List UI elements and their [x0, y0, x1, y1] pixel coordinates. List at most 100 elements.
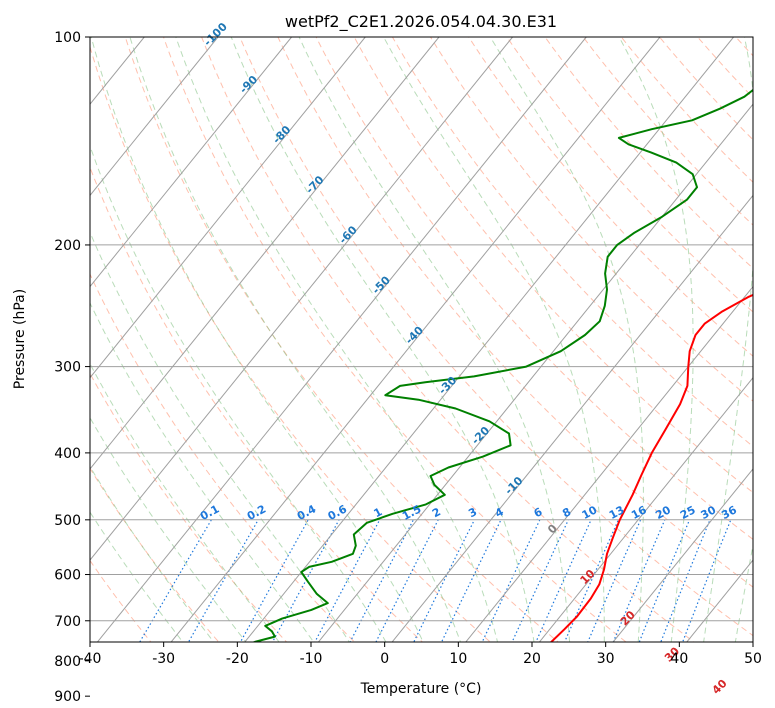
mixing-ratio-line — [375, 519, 439, 642]
line-labels: 0.1 0.2 0.4 0.6 1 1.5 2 3 4 6 8 10 13 16 20 25 30 36-100-… — [198, 20, 739, 697]
isotherm-line — [317, 103, 753, 642]
dewpoint-line — [251, 88, 753, 642]
isotherm-line — [96, 37, 587, 642]
isotherm-line — [679, 37, 775, 708]
y-tick-label: 600 — [54, 568, 81, 584]
isotherm-line — [90, 37, 366, 379]
y-tick-label: 300 — [54, 360, 81, 376]
isotherm-label: -60 — [337, 223, 360, 246]
isotherm-line — [90, 37, 219, 197]
moist-adiabat — [734, 542, 753, 642]
mixing-ratio-line — [481, 519, 541, 642]
x-tick-label: -40 — [79, 651, 102, 667]
isotherm-line — [753, 37, 775, 708]
moist-adiabat — [90, 301, 315, 642]
y-tick-label: 500 — [54, 513, 81, 529]
mixing-ratio-label: 10 — [580, 503, 600, 522]
isotherm-line — [244, 37, 734, 642]
moist-adiabat-label: 0 — [545, 522, 560, 537]
mixing-ratio-label: 6 — [532, 505, 545, 520]
dry-adiabat — [90, 559, 152, 642]
dry-adiabat — [315, 37, 753, 540]
mixing-ratio-line — [349, 519, 414, 642]
chart-title: wetPf2_C2E1.2026.054.04.30.E31 — [285, 12, 557, 32]
dry-adiabat — [239, 37, 753, 637]
mixing-ratio-line — [314, 519, 381, 642]
isotherm-label: -50 — [370, 273, 393, 296]
moist-adiabat-label: 10 — [578, 567, 598, 587]
mixing-ratio-line — [638, 519, 691, 642]
mixing-ratio-line — [535, 519, 592, 642]
x-tick-label: -20 — [226, 651, 249, 667]
moist-adiabat — [90, 37, 424, 642]
dry-adiabat — [90, 166, 424, 642]
dry-adiabat — [544, 37, 753, 269]
temperature-line — [549, 293, 753, 642]
y-tick-label: 100 — [54, 30, 81, 46]
y-axis-title: Pressure (hPa) — [12, 289, 28, 389]
x-axis: -40 -30 -20 -10 0 10 20 30 40 50 — [79, 642, 762, 667]
profile-lines — [251, 88, 753, 642]
mixing-ratio-line — [612, 519, 666, 642]
isotherm-line — [612, 468, 753, 642]
moist-adiabat — [90, 465, 215, 642]
dry-adiabat — [124, 37, 559, 642]
dry-adiabat — [430, 37, 753, 402]
mixing-ratio-line — [511, 519, 569, 642]
y-axis: 1002003004005006007008009001000 — [54, 30, 90, 705]
isotherm-line — [391, 194, 753, 642]
isotherm-line — [90, 37, 440, 470]
mixing-ratio-line — [440, 519, 502, 642]
mixing-ratio-label: 30 — [699, 503, 719, 522]
x-tick-label: -30 — [152, 651, 175, 667]
dry-adiabat — [582, 37, 753, 226]
moist-adiabat-label: 20 — [618, 608, 638, 628]
isotherm-line — [465, 285, 753, 642]
isotherm-label: -80 — [270, 123, 293, 146]
isotherm-label: -10 — [502, 474, 525, 497]
y-tick-label: 400 — [54, 446, 81, 462]
isotherm-label: -40 — [403, 323, 426, 346]
x-tick-label: -10 — [300, 651, 323, 667]
y-tick-label: 800 — [54, 654, 81, 670]
moist-adiabat — [383, 37, 605, 642]
isotherm-line — [686, 559, 753, 642]
grid-lines — [90, 37, 775, 708]
dry-adiabat — [163, 37, 627, 642]
dry-adiabat — [90, 467, 220, 642]
mixing-ratio-label: 25 — [678, 503, 698, 522]
dry-adiabat — [277, 37, 753, 588]
isotherm-label: -70 — [303, 173, 326, 196]
x-tick-label: 40 — [670, 651, 688, 667]
mixing-ratio-label: 3 — [466, 505, 479, 520]
x-tick-label: 10 — [449, 651, 467, 667]
isotherm-label: -20 — [469, 424, 492, 447]
moist-adiabat — [90, 144, 387, 642]
moist-adiabat — [90, 511, 184, 642]
moist-adiabat-label: 40 — [710, 677, 730, 697]
background-lines — [90, 37, 753, 642]
isotherm-label: -30 — [436, 374, 459, 397]
y-tick-label: 900 — [54, 689, 81, 705]
mixing-ratio-line — [413, 519, 475, 642]
mixing-ratio-line — [139, 519, 212, 642]
dry-adiabat — [506, 37, 753, 313]
mixing-ratio-line — [187, 519, 259, 642]
x-tick-label: 50 — [744, 651, 762, 667]
dry-adiabat — [90, 45, 492, 642]
moist-adiabat — [703, 37, 753, 642]
mixing-ratio-line — [563, 519, 619, 642]
mixing-ratio-label: 16 — [629, 503, 649, 522]
mixing-ratio-label: 4 — [493, 505, 506, 520]
y-tick-label: 700 — [54, 614, 81, 630]
mixing-ratio-label: 36 — [719, 503, 739, 522]
moist-adiabat — [90, 231, 350, 642]
dry-adiabat — [620, 37, 753, 183]
isotherm-label: -90 — [237, 73, 260, 96]
mixing-ratio-label: 20 — [653, 503, 673, 522]
x-tick-label: 0 — [380, 651, 389, 667]
mixing-ratio-label: 8 — [560, 505, 573, 520]
plot-frame — [89, 36, 754, 643]
y-tick-label: 200 — [54, 238, 81, 254]
